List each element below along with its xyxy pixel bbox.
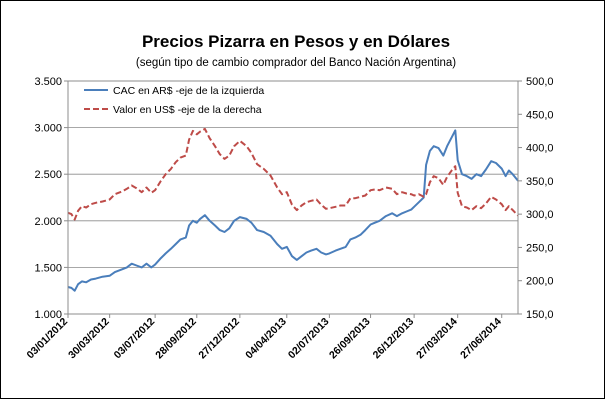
y-left-tick-label: 1.000 [34,309,62,321]
x-tick-label: 27/06/2014 [458,316,504,362]
y-right-tick-label: 300,0 [526,209,554,221]
y-right-tick-label: 150,0 [526,309,554,321]
series-line-1 [67,127,519,221]
series-line-0 [67,129,519,292]
y-right-tick-label: 450,0 [526,109,554,121]
y-left-tick-label: 1.500 [34,262,62,274]
x-tick-label: 02/07/2013 [286,316,332,362]
legend-label-cac: CAC en AR$ -eje de la izquierda [113,85,264,97]
y-left-tick-label: 2.500 [34,169,62,181]
y-right-tick-label: 500,0 [526,76,554,88]
chart-subtitle: (según tipo de cambio comprador del Banc… [136,57,456,69]
x-tick-label: 27/03/2014 [414,316,460,362]
x-tick-label: 26/09/2013 [327,316,373,362]
x-tick-label: 27/12/2012 [196,316,242,362]
chart-title: Precios Pizarra en Pesos y en Dólares [142,32,450,51]
y-right-tick-label: 350,0 [526,176,554,188]
series-group [67,127,519,292]
y-right-tick-label: 250,0 [526,242,554,254]
y-axis-right: 150,0 200,0 250,0 300,0 350,0 400,0 450,0 500,0 [518,76,554,321]
x-tick-label: 26/12/2013 [371,316,417,362]
y-axis-left: 1.000 1.500 2.000 2.500 3.000 3.500 [34,76,68,321]
plot-border [67,80,519,315]
y-left-tick-label: 2.000 [34,216,62,228]
y-left-tick-label: 3.500 [34,76,62,88]
x-tick-label: 28/09/2012 [153,316,199,362]
x-tick-label: 30/03/2012 [66,315,112,361]
legend-label-usd: Valor en US$ -eje de la derecha [113,104,262,116]
x-tick-label: 03/07/2012 [112,316,158,362]
y-left-tick-label: 3.000 [34,123,62,135]
y-right-tick-label: 400,0 [526,143,554,155]
plot-area-border [67,80,519,315]
y-right-tick-label: 200,0 [526,276,554,288]
x-tick-label: 04/04/2013 [243,316,289,362]
x-tick-label: 03/01/2012 [24,316,70,362]
legend: CAC en AR$ -eje de la izquierda Valor en… [84,85,264,116]
